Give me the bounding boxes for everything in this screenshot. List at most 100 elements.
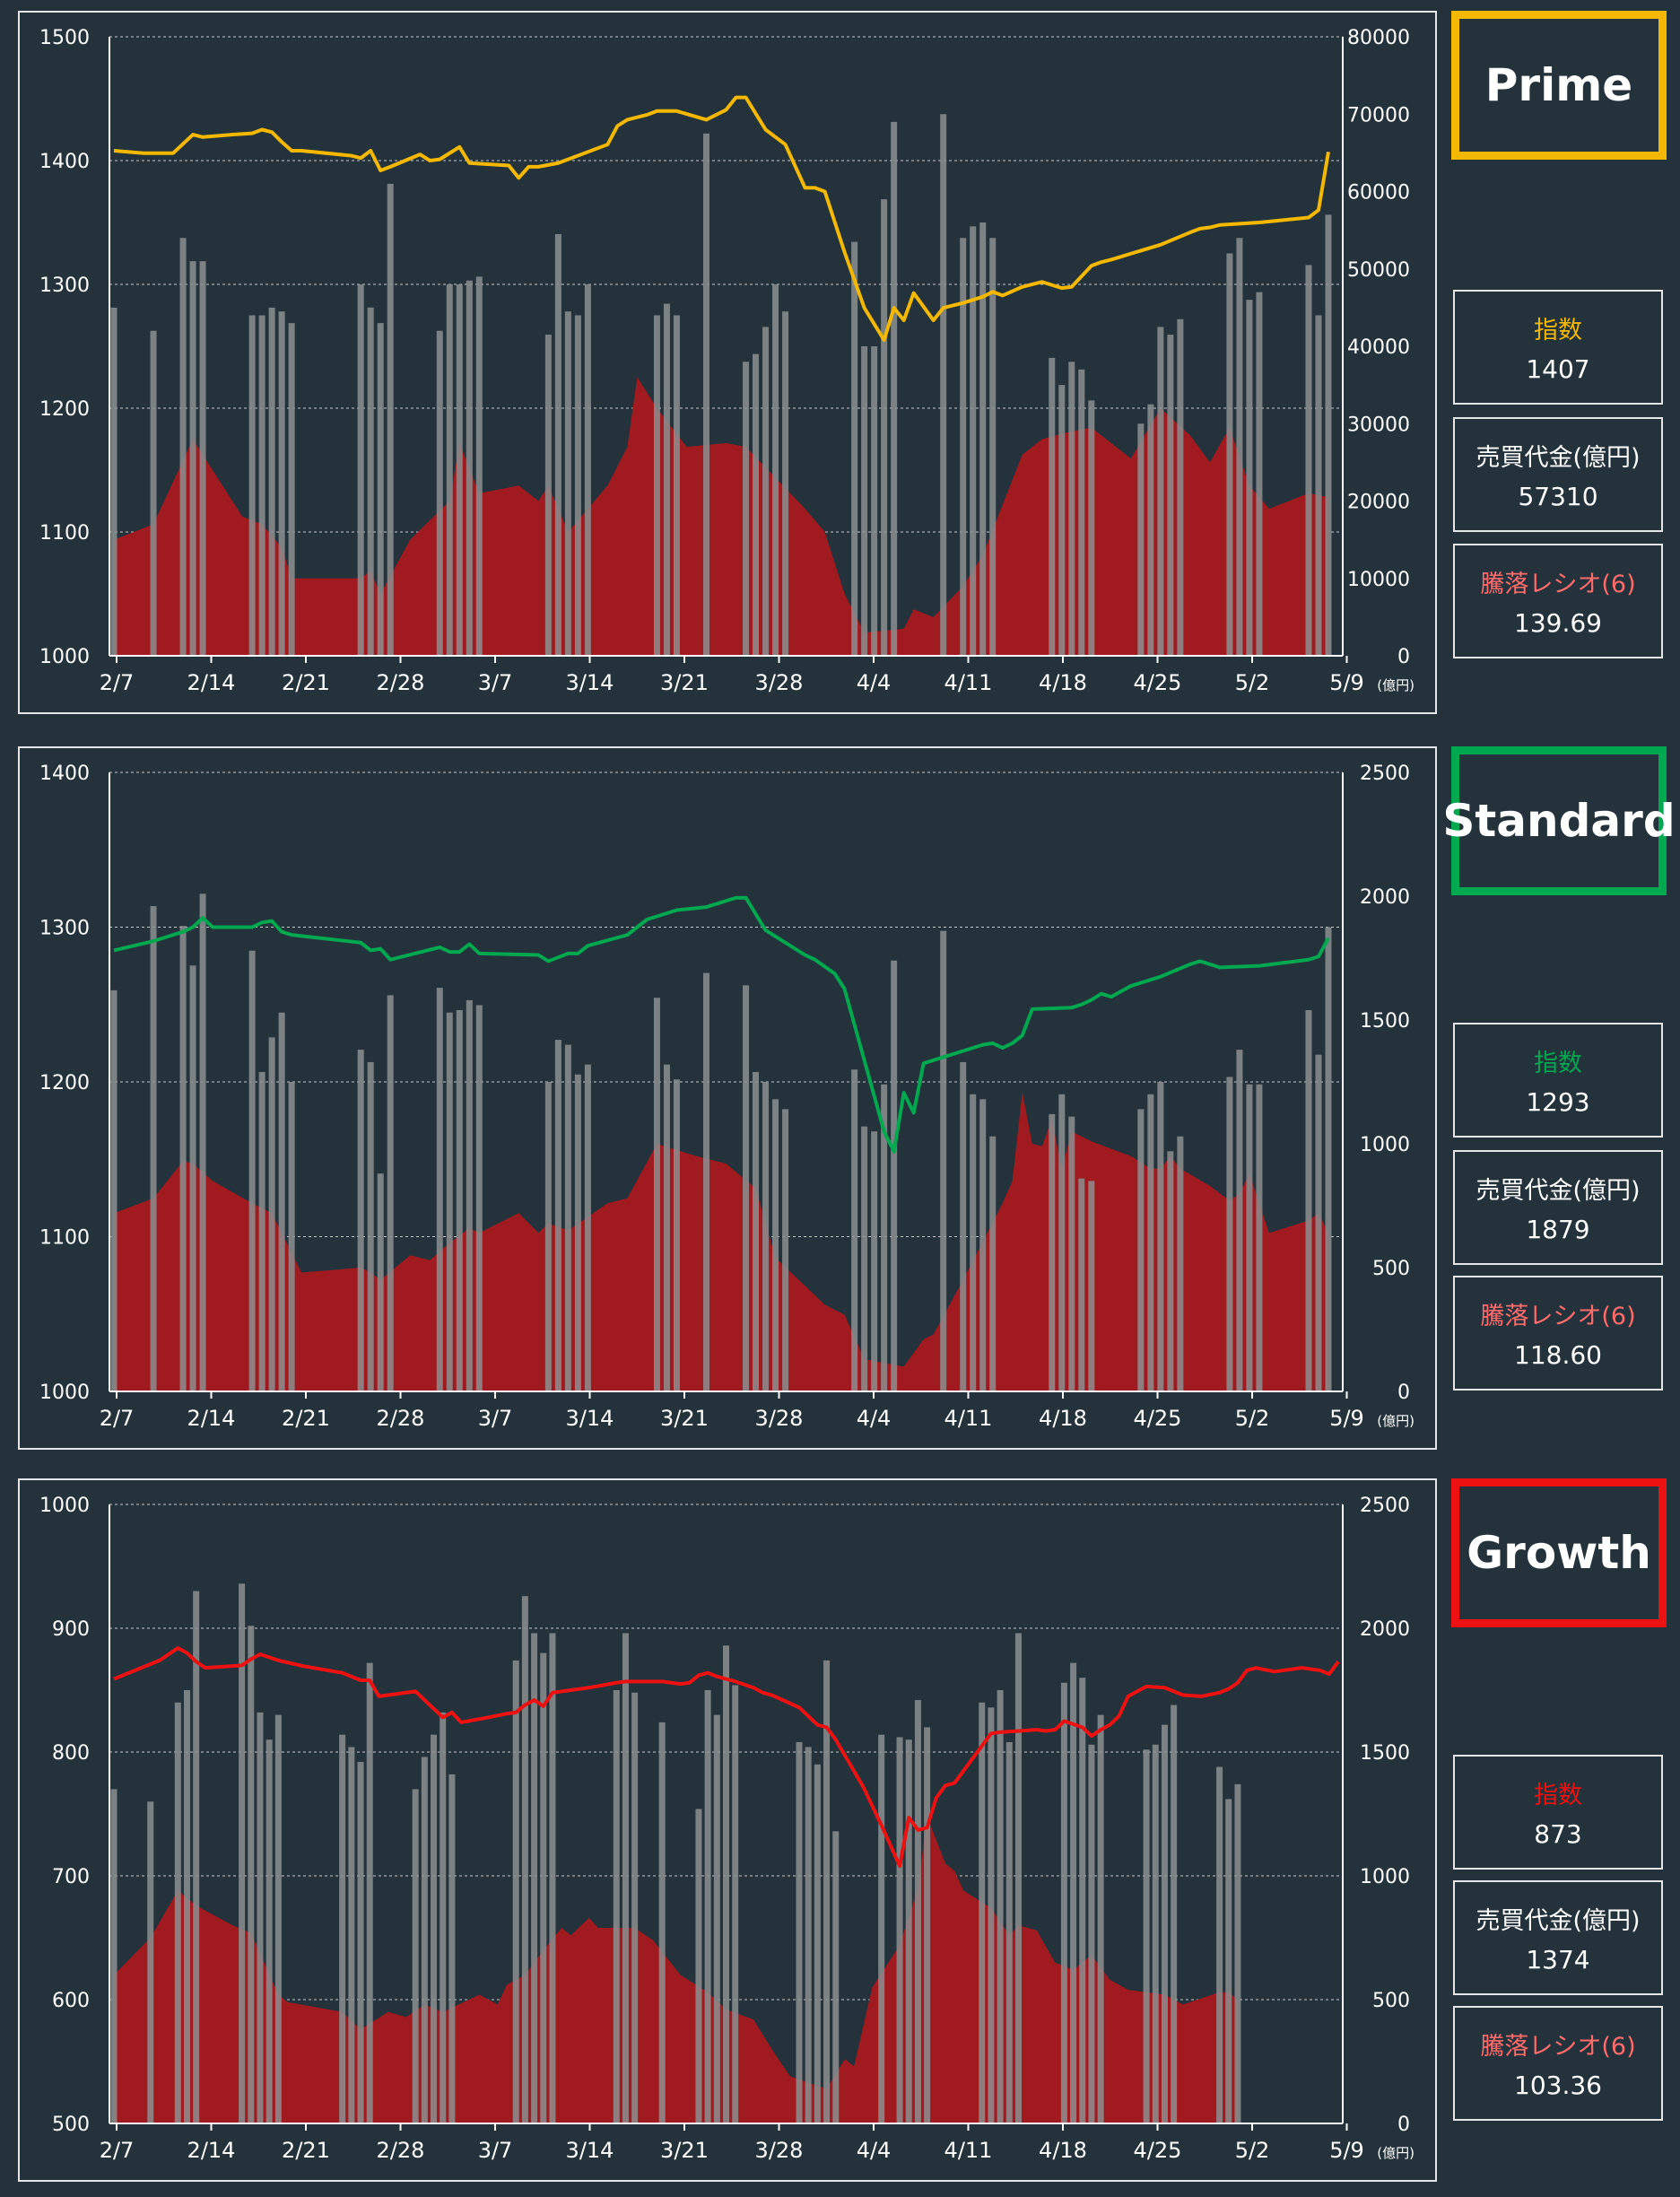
- turnover-bar: [1177, 318, 1184, 656]
- y-left-tick-label: 1100: [39, 522, 90, 545]
- prime-index-label: 指数: [1534, 317, 1582, 344]
- turnover-bar: [1161, 1724, 1168, 2123]
- turnover-bar: [772, 1099, 779, 1391]
- x-tick-label: 4/11: [944, 670, 993, 695]
- x-tick-label: 4/4: [857, 670, 892, 695]
- turnover-bar: [239, 1583, 246, 2123]
- x-tick-label: 2/28: [377, 1406, 425, 1431]
- turnover-bar: [1305, 1009, 1312, 1391]
- y-right-tick-label: 0: [1397, 2114, 1410, 2136]
- x-tick-label: 4/25: [1134, 1406, 1182, 1431]
- turnover-bar: [357, 1762, 364, 2123]
- x-tick-label: 5/2: [1235, 670, 1270, 695]
- turnover-bar: [1236, 1050, 1243, 1391]
- turnover-bar: [753, 1071, 760, 1391]
- turnover-bar: [1097, 1714, 1104, 2123]
- turnover-bar: [653, 315, 660, 656]
- turnover-bar: [348, 1747, 355, 2123]
- turnover-bar: [544, 335, 552, 656]
- y-left-tick-label: 1300: [39, 275, 90, 297]
- y-right-tick-label: 1000: [1360, 1866, 1410, 1888]
- turnover-bar: [1058, 385, 1066, 656]
- turnover-bar: [743, 985, 750, 1391]
- turnover-bar: [832, 1831, 840, 2123]
- turnover-bar: [278, 1012, 285, 1391]
- turnover-bar: [940, 930, 947, 1391]
- turnover-bar: [979, 222, 987, 656]
- turnover-bar: [248, 950, 256, 1391]
- y-right-tick-label: 20000: [1347, 492, 1410, 514]
- turnover-bar: [179, 238, 187, 656]
- x-tick-label: 3/7: [478, 2138, 513, 2163]
- turnover-bar: [521, 1596, 528, 2123]
- growth-turnover-value: 1374: [1526, 1945, 1590, 1975]
- turnover-bar: [564, 1044, 571, 1391]
- turnover-bar: [574, 315, 581, 656]
- unit-label: (億円): [1377, 2145, 1415, 2161]
- turnover-bar: [456, 1009, 463, 1391]
- turnover-bar: [179, 926, 187, 1391]
- x-tick-label: 2/21: [282, 670, 330, 695]
- turnover-bar: [851, 241, 858, 656]
- turnover-bar: [456, 284, 463, 656]
- x-tick-label: 2/7: [100, 2138, 135, 2163]
- growth-ratio-value: 103.36: [1514, 2071, 1602, 2100]
- turnover-bar: [387, 183, 394, 656]
- turnover-bar: [110, 990, 118, 1391]
- turnover-bar: [631, 1692, 639, 2123]
- x-tick-label: 3/21: [660, 2138, 709, 2163]
- turnover-bar: [265, 1739, 273, 2123]
- x-tick-label: 3/28: [755, 2138, 804, 2163]
- x-tick-label: 3/14: [566, 2138, 614, 2163]
- standard-ratio-value: 118.60: [1514, 1340, 1602, 1370]
- turnover-bar: [762, 1082, 770, 1391]
- turnover-bar: [658, 1722, 666, 2123]
- x-tick-label: 3/7: [478, 1406, 513, 1431]
- turnover-bar: [782, 311, 789, 656]
- turnover-bar: [584, 284, 591, 656]
- turnover-bar: [1137, 423, 1145, 656]
- turnover-bar: [448, 1774, 456, 2123]
- y-right-tick-label: 10000: [1347, 569, 1410, 591]
- turnover-bar: [905, 1739, 912, 2123]
- turnover-bar: [673, 1079, 680, 1391]
- prime-title: Prime: [1484, 59, 1633, 111]
- turnover-bar: [544, 1082, 552, 1391]
- turnover-bar: [1060, 1682, 1067, 2123]
- x-tick-label: 5/9: [1329, 670, 1364, 695]
- turnover-bar: [1137, 1109, 1145, 1391]
- x-tick-label: 4/25: [1134, 2138, 1182, 2163]
- turnover-bar: [584, 1064, 591, 1391]
- turnover-bar: [1079, 1678, 1086, 2123]
- prime-ratio-value: 139.69: [1514, 608, 1602, 638]
- x-tick-label: 2/14: [187, 1406, 236, 1431]
- y-right-tick-label: 1000: [1360, 1134, 1410, 1156]
- turnover-bar: [1070, 1662, 1077, 2123]
- y-right-tick-label: 2000: [1360, 1618, 1410, 1641]
- growth-turnover-label: 売買代金(億円): [1475, 1907, 1641, 1935]
- turnover-bar: [377, 1173, 384, 1391]
- y-right-tick-label: 2500: [1360, 1495, 1410, 1517]
- x-tick-label: 2/21: [282, 1406, 330, 1431]
- turnover-bar: [1315, 315, 1322, 656]
- y-right-tick-label: 500: [1372, 1990, 1410, 2012]
- turnover-bar: [1325, 214, 1332, 656]
- turnover-bar: [702, 133, 709, 656]
- turnover-bar: [150, 906, 157, 1391]
- turnover-bar: [653, 998, 660, 1391]
- turnover-bar: [475, 1005, 483, 1391]
- turnover-bar: [1315, 1054, 1322, 1391]
- turnover-bar: [1014, 1633, 1022, 2123]
- y-right-tick-label: 50000: [1347, 259, 1410, 282]
- turnover-bar: [613, 1690, 620, 2123]
- y-right-tick-label: 0: [1397, 1382, 1410, 1404]
- turnover-bar: [1078, 1178, 1085, 1391]
- growth-index-label: 指数: [1534, 1782, 1582, 1809]
- chart-panel-prime: 1000 1100 1200 1300 1400 1500 0 10000 20000 30000…: [18, 11, 1437, 714]
- turnover-bar: [743, 362, 750, 656]
- index-line: [113, 95, 1330, 343]
- turnover-bar: [871, 346, 878, 656]
- turnover-bar: [436, 330, 443, 656]
- y-left-tick-label: 1000: [39, 1382, 90, 1404]
- y-left-tick-label: 500: [52, 2114, 90, 2136]
